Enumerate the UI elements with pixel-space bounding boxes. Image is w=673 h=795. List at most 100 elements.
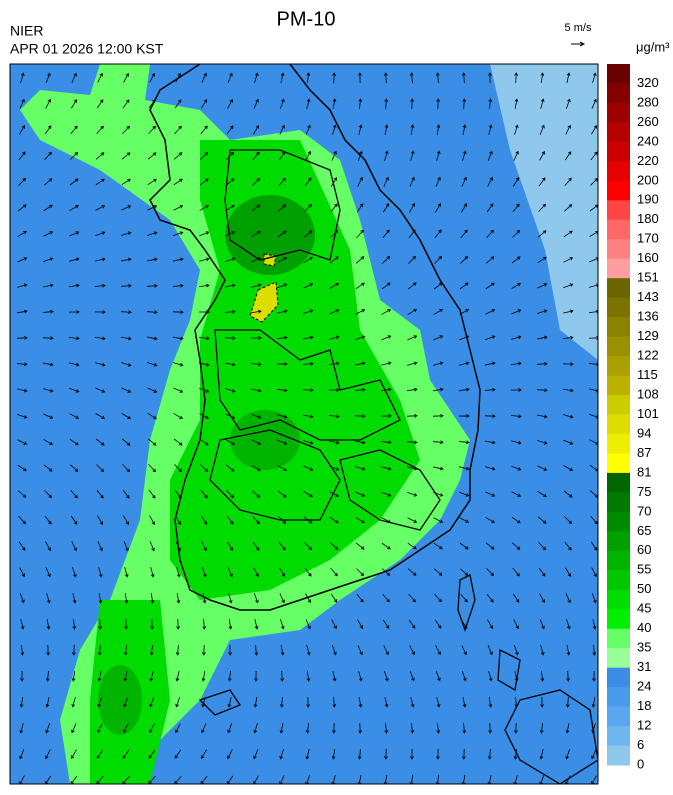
- wind-arrow: [537, 516, 547, 524]
- wind-arrow: [565, 567, 572, 577]
- wind-arrow: [382, 619, 390, 629]
- wind-arrow: [95, 438, 105, 446]
- wind-arrow: [174, 749, 182, 759]
- legend-label: 151: [637, 270, 659, 285]
- wind-arrow: [121, 362, 132, 367]
- wind-arrow: [537, 256, 547, 264]
- wind-arrow: [355, 282, 365, 290]
- legend-swatch: [607, 258, 630, 279]
- wind-arrow: [590, 151, 598, 161]
- wind-arrow: [512, 593, 520, 603]
- wind-arrow: [592, 670, 596, 682]
- wind-arrow: [409, 176, 415, 187]
- wind-arrow: [199, 438, 209, 446]
- wind-arrow: [173, 257, 184, 262]
- wind-arrow: [461, 775, 466, 784]
- wind-arrow: [513, 748, 518, 760]
- wind-arrow: [354, 387, 366, 392]
- wind-arrow: [121, 178, 131, 186]
- datetime: APR 01 2026 12:00 KST: [10, 41, 164, 57]
- wind-arrow: [303, 440, 314, 445]
- wind-arrow: [19, 775, 25, 784]
- wind-arrow: [276, 335, 288, 340]
- wind-arrow: [384, 98, 389, 110]
- wind-arrow: [357, 619, 363, 629]
- wind-arrow: [95, 152, 105, 160]
- wind-arrow: [539, 124, 545, 135]
- wind-arrow: [589, 283, 598, 288]
- wind-arrow: [71, 749, 77, 759]
- wind-arrow: [123, 644, 128, 656]
- wind-arrow: [95, 231, 106, 237]
- wind-arrow: [433, 361, 444, 366]
- wind-arrow: [435, 72, 440, 84]
- wind-arrow: [462, 150, 467, 161]
- legend-swatch: [607, 531, 630, 552]
- legend-label: 75: [637, 484, 651, 499]
- wind-arrow: [407, 282, 417, 290]
- wind-arrow: [280, 645, 285, 656]
- wind-arrow: [199, 413, 210, 419]
- wind-arrow: [45, 567, 51, 578]
- wind-arrow: [332, 72, 337, 84]
- wind-arrow: [16, 362, 28, 367]
- wind-arrow: [539, 619, 545, 630]
- wind-arrow: [147, 257, 158, 262]
- wind-arrow: [434, 594, 442, 603]
- wind-arrow: [16, 336, 28, 340]
- wind-arrow: [488, 671, 493, 682]
- wind-arrow: [69, 438, 79, 446]
- legend-swatch: [607, 706, 630, 727]
- wind-arrow: [227, 670, 232, 682]
- wind-arrow: [384, 722, 389, 734]
- wind-arrow: [407, 387, 418, 392]
- wind-arrow: [227, 697, 232, 708]
- wind-arrow: [251, 439, 262, 445]
- wind-arrow: [94, 336, 106, 341]
- wind-arrow: [277, 230, 287, 238]
- wind-arrow: [383, 176, 389, 187]
- legend-label: 70: [637, 503, 651, 518]
- wind-arrow: [590, 541, 598, 551]
- wind-arrow: [433, 568, 443, 576]
- wind-arrow: [305, 124, 311, 135]
- wind-arrow: [357, 150, 363, 161]
- wind-arrow: [122, 489, 130, 499]
- wind-arrow: [565, 98, 571, 109]
- wind-arrow: [331, 177, 338, 187]
- wind-arrow: [589, 464, 598, 472]
- dark-spot: [230, 410, 300, 470]
- wind-arrow: [406, 414, 418, 418]
- wind-arrow: [254, 670, 258, 682]
- wind-arrow: [357, 775, 362, 784]
- wind-arrow: [17, 283, 28, 288]
- wind-arrow: [564, 541, 572, 551]
- wind-arrow: [124, 567, 129, 578]
- wind-arrow: [148, 99, 156, 109]
- legend-swatch: [607, 453, 630, 474]
- wind-arrow: [70, 151, 79, 160]
- wind-arrow: [459, 491, 470, 497]
- wind-arrow: [19, 593, 25, 604]
- wind-arrow: [18, 516, 26, 525]
- wind-arrow: [174, 99, 182, 109]
- wind-arrow: [384, 150, 389, 161]
- wind-arrow: [408, 619, 416, 629]
- wind-arrow: [227, 723, 233, 734]
- wind-arrow: [408, 594, 416, 603]
- wind-arrow: [381, 466, 392, 471]
- wind-arrow: [358, 124, 363, 135]
- wind-arrow: [436, 98, 440, 110]
- wind-arrow: [486, 203, 494, 213]
- wind-arrow: [459, 542, 469, 550]
- wind-arrow: [97, 541, 103, 552]
- wind-arrow: [279, 723, 284, 734]
- wind-arrow: [409, 671, 415, 682]
- wind-arrow: [380, 387, 392, 392]
- wind-arrow: [43, 388, 54, 393]
- wind-arrow: [329, 516, 339, 524]
- wind-arrow: [410, 150, 415, 161]
- wind-arrow: [435, 203, 441, 213]
- legend-label: 45: [637, 601, 651, 616]
